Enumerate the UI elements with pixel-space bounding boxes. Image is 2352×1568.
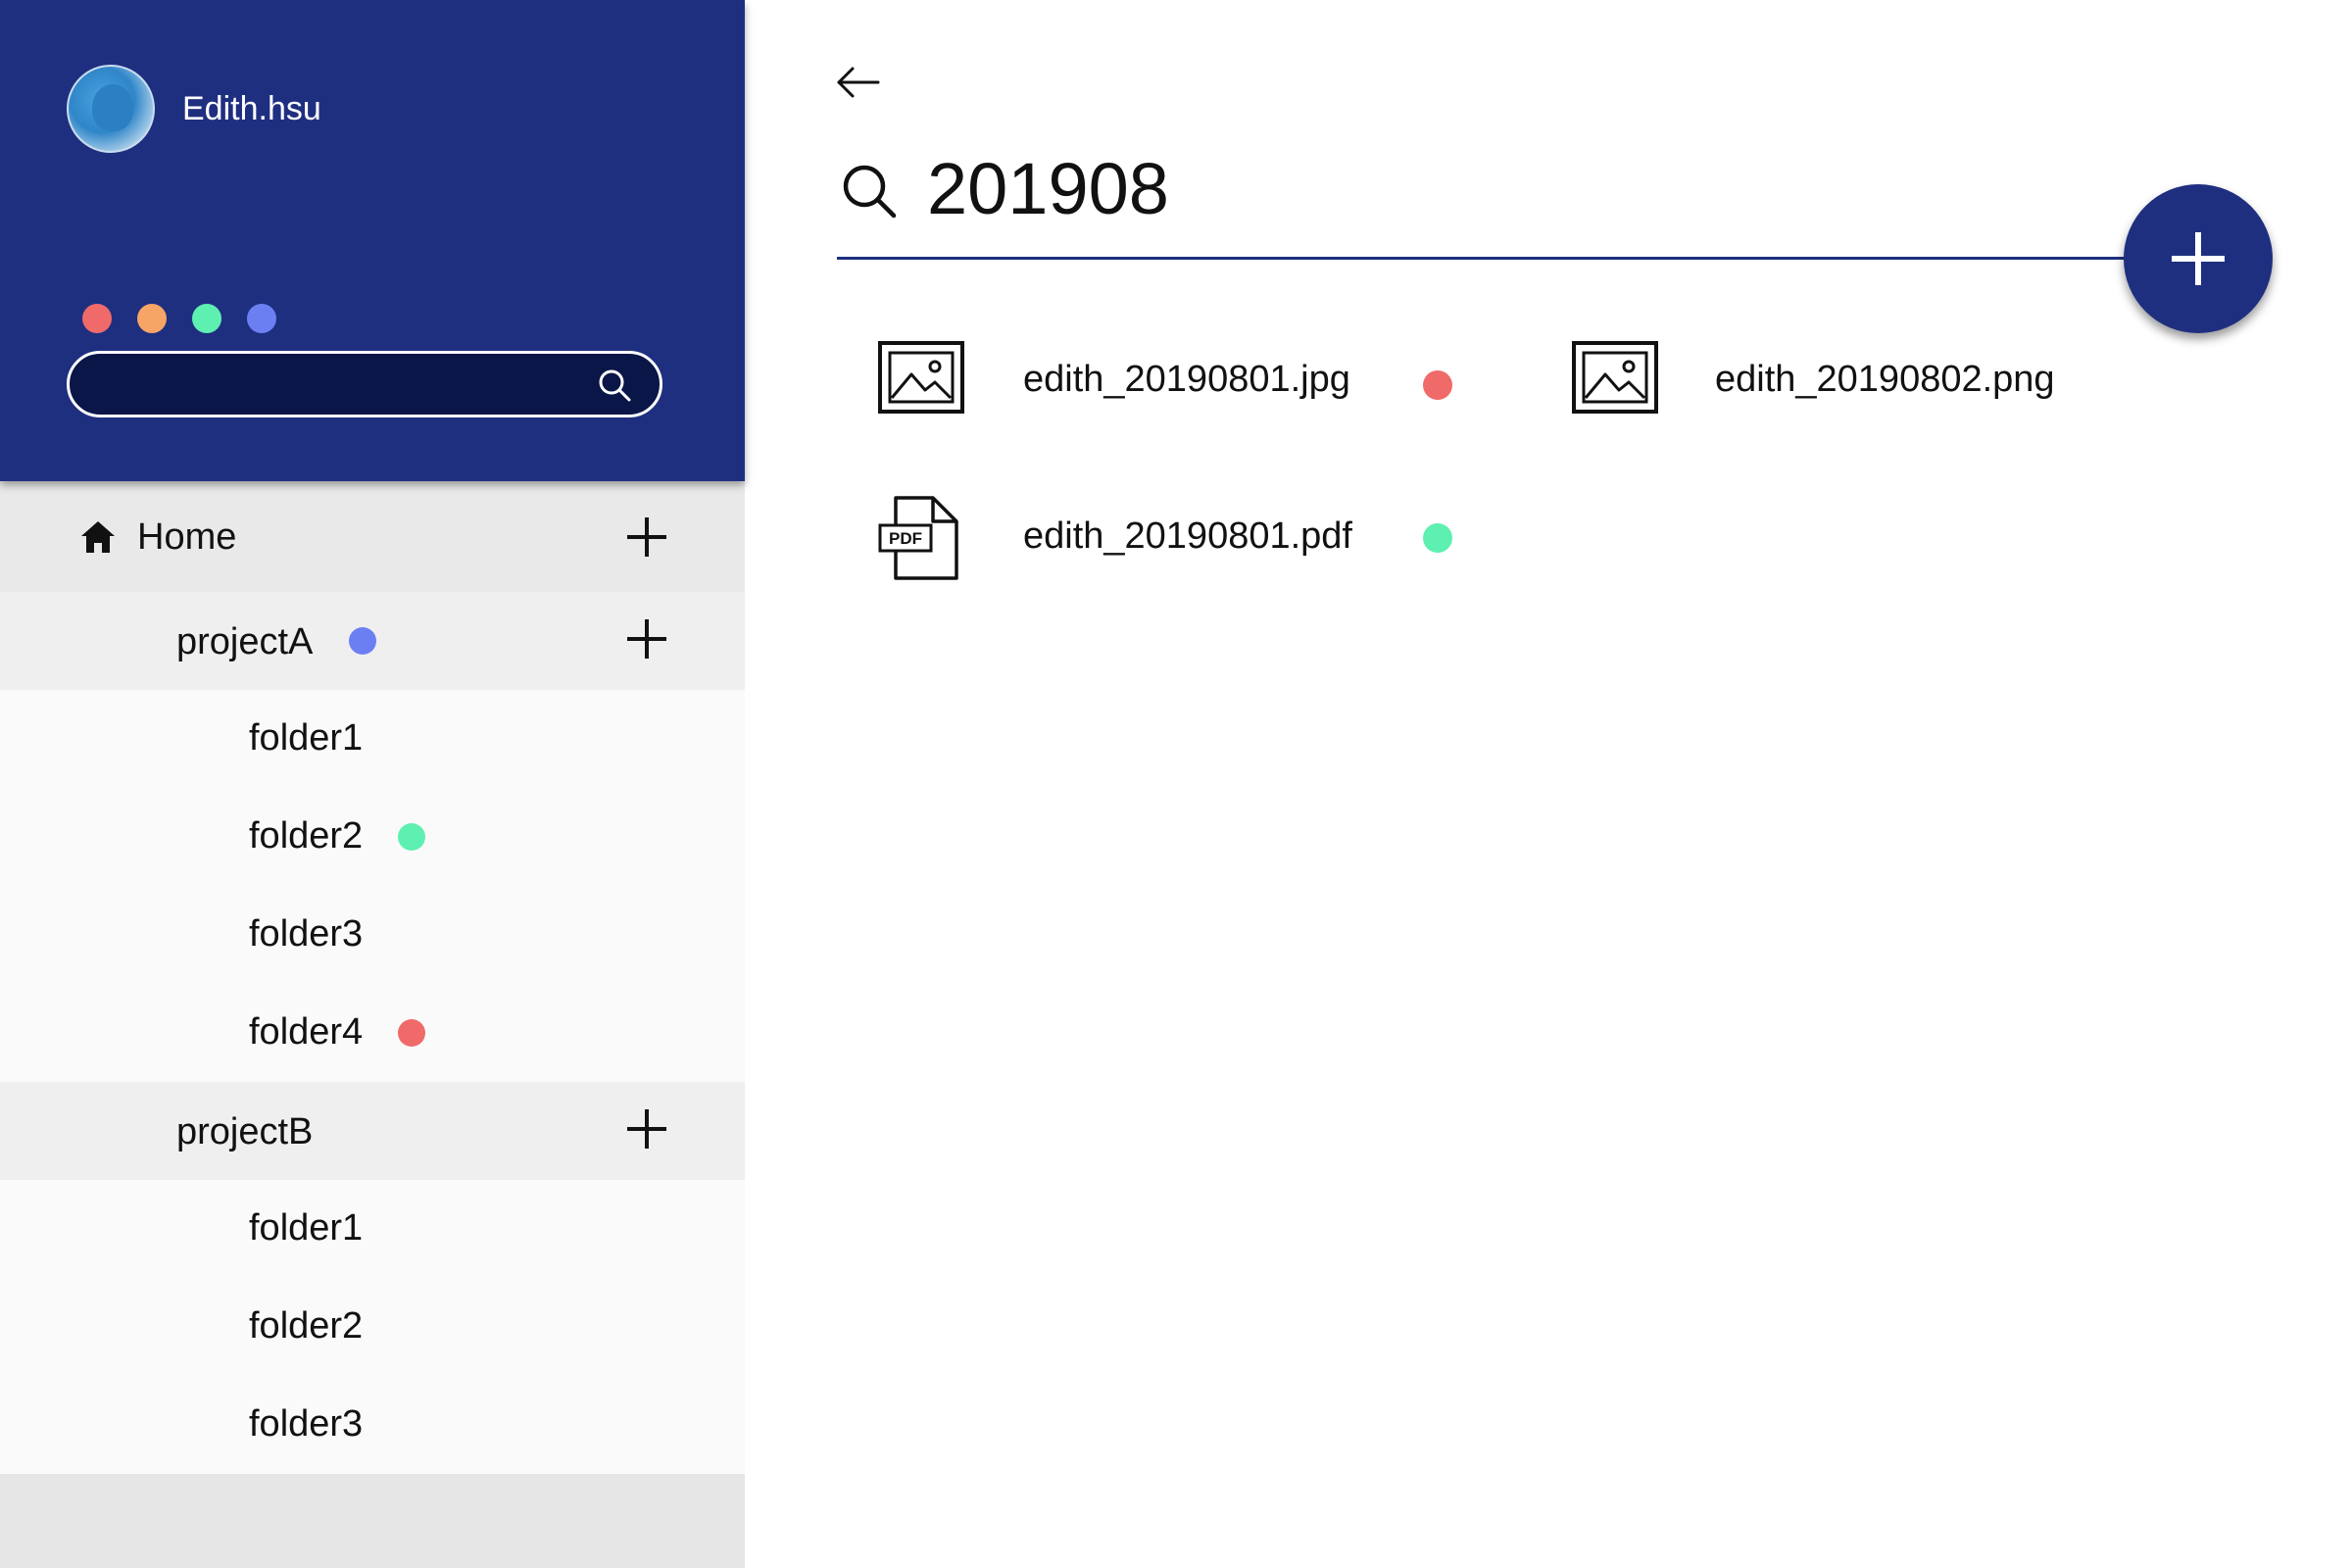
home-icon	[81, 521, 115, 553]
file-name: edith_20190802.png	[1715, 359, 2055, 400]
pdf-icon-text: PDF	[889, 529, 922, 548]
tree-item-projectb-folder1[interactable]: folder1	[0, 1180, 745, 1278]
add-projectb-button[interactable]	[627, 1109, 666, 1149]
color-tag-red[interactable]	[82, 304, 112, 333]
search-icon[interactable]	[597, 368, 632, 403]
avatar[interactable]	[67, 65, 155, 153]
tree-item-projectb[interactable]: projectB	[0, 1082, 745, 1180]
tree-item-label: folder2	[249, 1305, 364, 1347]
tree-item-label: folder1	[249, 717, 364, 759]
color-tag-dot	[1423, 523, 1452, 553]
file-item[interactable]: edith_20190801.jpg	[878, 341, 1486, 429]
search-underline	[837, 257, 2131, 260]
color-tag-dot	[398, 823, 425, 851]
tree-item-projectb-folder2[interactable]: folder2	[0, 1278, 745, 1376]
file-name: edith_20190801.jpg	[1023, 359, 1350, 400]
color-tag-dot	[349, 627, 376, 655]
add-home-button[interactable]	[627, 517, 666, 557]
tree-item-projecta-folder4[interactable]: folder4	[0, 984, 745, 1082]
tree-item-label: folder1	[249, 1207, 364, 1249]
tree-item-label: folder2	[249, 815, 364, 857]
pdf-file-icon: PDF	[878, 496, 958, 580]
tree-item-label: folder3	[249, 1403, 364, 1445]
tree-item-label: Home	[137, 516, 237, 558]
color-tag-dot	[398, 1019, 425, 1047]
tree-item-label: projectB	[176, 1111, 314, 1152]
color-tag-blue[interactable]	[247, 304, 276, 333]
back-arrow-icon[interactable]	[835, 65, 882, 100]
tree-item-label: folder4	[249, 1011, 364, 1053]
color-tag-dot	[1423, 370, 1452, 400]
tree-item-projectb-folder3[interactable]: folder3	[0, 1376, 745, 1474]
file-item[interactable]: PDF edith_20190801.pdf	[878, 496, 1486, 584]
add-button[interactable]	[2124, 184, 2273, 333]
sidebar-search-box	[67, 351, 662, 417]
search-query-input[interactable]: 201908	[927, 148, 1169, 229]
color-tag-filters	[82, 304, 276, 333]
tree-item-projecta-folder2[interactable]: folder2	[0, 788, 745, 886]
file-name: edith_20190801.pdf	[1023, 515, 1352, 557]
search-icon	[843, 165, 897, 219]
tree-item-projecta-folder1[interactable]: folder1	[0, 690, 745, 788]
color-tag-green[interactable]	[192, 304, 221, 333]
tree-item-label: folder3	[249, 913, 364, 955]
sidebar-header: Edith.hsu	[0, 0, 745, 481]
tree-item-label: projectA	[176, 621, 314, 662]
image-file-icon	[1572, 341, 1658, 414]
sidebar: Edith.hsu Home projectA	[0, 0, 745, 1568]
tree-item-projecta-folder3[interactable]: folder3	[0, 886, 745, 984]
tree-item-home[interactable]: Home	[0, 481, 745, 592]
add-projecta-button[interactable]	[627, 619, 666, 659]
sidebar-search-input[interactable]	[93, 364, 603, 405]
username: Edith.hsu	[182, 90, 321, 127]
folder-tree: Home projectA folder1 folder2 folder3 fo…	[0, 481, 745, 1474]
color-tag-orange[interactable]	[137, 304, 167, 333]
tree-item-projecta[interactable]: projectA	[0, 592, 745, 690]
file-item[interactable]: edith_20190802.png	[1572, 341, 2219, 429]
image-file-icon	[878, 341, 964, 414]
